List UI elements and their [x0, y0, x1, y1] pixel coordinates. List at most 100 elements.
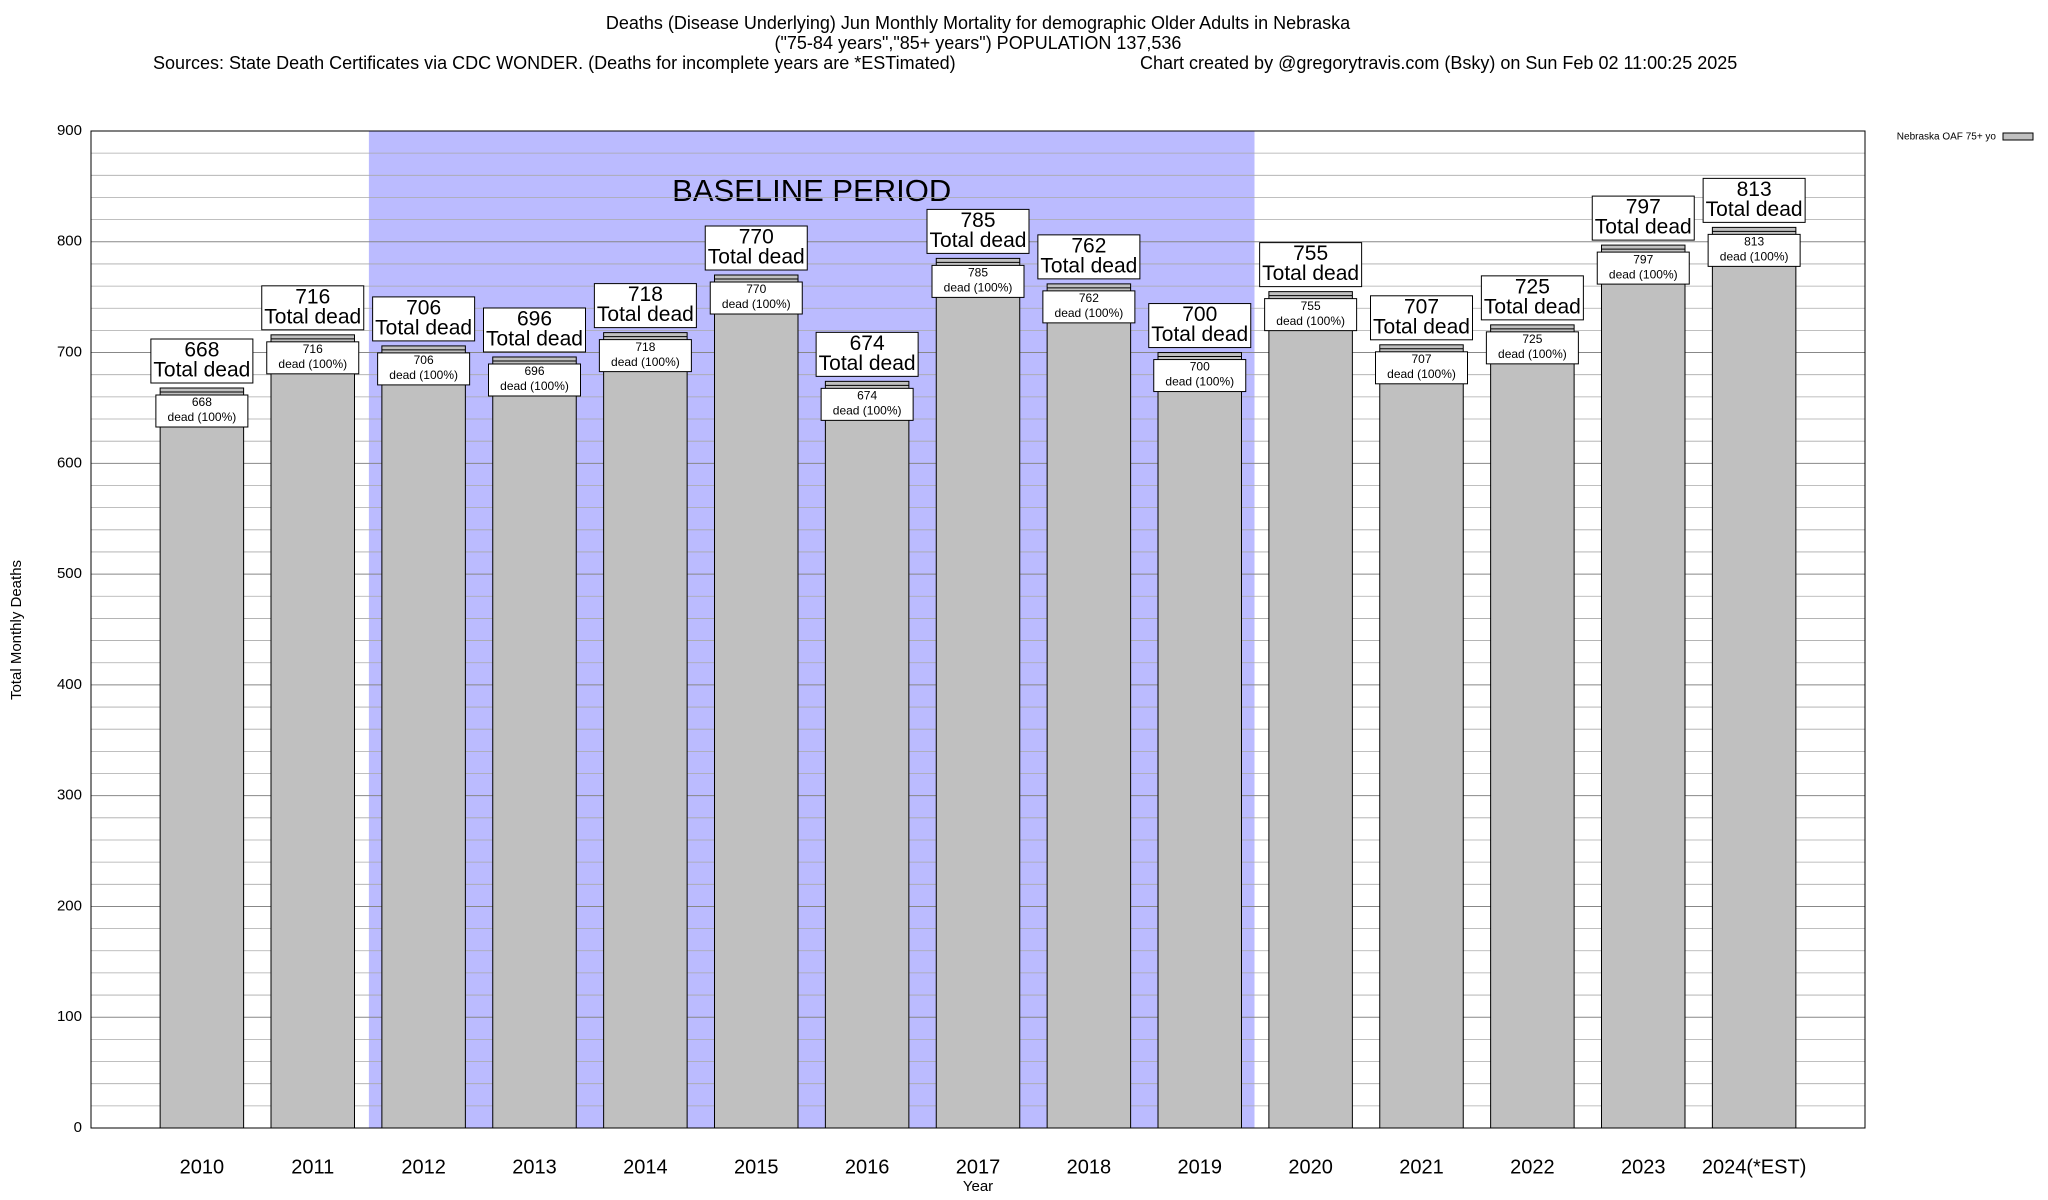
- x-tick-label: 2014: [623, 1156, 668, 1178]
- bar: [1490, 324, 1575, 1129]
- segment-label-box: [1485, 331, 1579, 365]
- total-value-label: 785: [960, 209, 995, 232]
- segment-label-box: [1153, 359, 1247, 393]
- total-label: Total dead: [264, 305, 361, 328]
- segment-value-label: 707: [1411, 352, 1431, 366]
- bar: [824, 380, 910, 1129]
- segment-value-label: 725: [1522, 332, 1542, 346]
- total-label-box: [593, 283, 697, 329]
- total-value-label: 716: [295, 285, 330, 308]
- bar: [159, 387, 245, 1129]
- total-label: Total dead: [1484, 295, 1581, 318]
- total-label: Total dead: [1262, 262, 1359, 285]
- x-tick-label: 2015: [734, 1156, 779, 1178]
- total-label-box: [150, 338, 254, 384]
- total-label: Total dead: [1151, 323, 1248, 346]
- total-label: Total dead: [819, 352, 916, 375]
- total-label-box: [483, 307, 586, 353]
- total-label-box: [1370, 295, 1473, 341]
- total-label: Total dead: [930, 229, 1027, 252]
- bar: [603, 332, 688, 1129]
- total-label-box: [926, 208, 1030, 254]
- segment-label-box: [377, 352, 471, 386]
- total-label-box: [1480, 275, 1584, 321]
- total-label-box: [1037, 234, 1141, 280]
- segment-label-box: [598, 339, 692, 373]
- x-tick-label: 2023: [1621, 1156, 1666, 1178]
- x-tick-label: 2018: [1067, 1156, 1112, 1178]
- bar: [1379, 344, 1464, 1129]
- x-tick-label: 2021: [1399, 1156, 1444, 1178]
- bar: [1601, 244, 1686, 1129]
- total-label-box: [1591, 195, 1695, 241]
- total-label: Total dead: [1373, 315, 1470, 338]
- bar: [935, 257, 1021, 1129]
- total-label-box: [704, 225, 808, 271]
- total-value-label: 700: [1182, 303, 1217, 326]
- segment-label: dead (100%): [1276, 314, 1345, 328]
- segment-label: dead (100%): [1055, 306, 1124, 320]
- x-tick-label: 2016: [845, 1156, 890, 1178]
- chart-subtitle: ("75-84 years","85+ years") POPULATION 1…: [775, 33, 1182, 53]
- segment-value-label: 706: [414, 353, 434, 367]
- segment-label: dead (100%): [1609, 267, 1678, 281]
- y-tick-label: 600: [57, 454, 82, 471]
- total-value-label: 696: [517, 308, 552, 331]
- segment-label: dead (100%): [389, 368, 458, 382]
- total-label: Total dead: [486, 328, 583, 351]
- y-tick-label: 0: [74, 1119, 82, 1136]
- x-tick-label: 2011: [291, 1156, 334, 1178]
- bar: [270, 334, 355, 1129]
- segment-value-label: 696: [524, 364, 544, 378]
- total-label: Total dead: [1706, 198, 1803, 221]
- total-value-label: 770: [739, 226, 774, 249]
- legend-label: Nebraska OAF 75+ yo: [1897, 132, 1997, 143]
- y-tick-label: 900: [57, 122, 82, 139]
- segment-label-box: [1596, 251, 1690, 285]
- segment-label: dead (100%): [168, 410, 237, 424]
- segment-value-label: 668: [192, 395, 212, 409]
- segment-label-box: [820, 387, 914, 421]
- total-value-label: 755: [1293, 242, 1328, 265]
- segment-value-label: 700: [1190, 360, 1210, 374]
- segment-label-box: [1375, 351, 1468, 385]
- total-value-label: 674: [850, 332, 885, 355]
- segment-label: dead (100%): [1498, 347, 1567, 361]
- segment-label: dead (100%): [944, 281, 1013, 295]
- x-tick-label: 2024(*EST): [1702, 1156, 1807, 1178]
- segment-label-box: [1707, 233, 1801, 267]
- total-value-label: 668: [184, 339, 219, 362]
- bar: [1268, 291, 1353, 1129]
- total-label-box: [1702, 177, 1806, 223]
- segment-label: dead (100%): [833, 404, 902, 418]
- credit: Chart created by @gregorytravis.com (Bsk…: [1140, 53, 1737, 73]
- segment-value-label: 716: [303, 342, 323, 356]
- total-value-label: 813: [1737, 178, 1772, 201]
- bar: [1711, 226, 1797, 1129]
- baseline-label: BASELINE PERIOD: [672, 173, 951, 208]
- y-tick-label: 500: [57, 565, 82, 582]
- segment-value-label: 770: [746, 282, 766, 296]
- y-tick-label: 400: [57, 676, 82, 693]
- bar: [1046, 283, 1132, 1129]
- bar: [1157, 352, 1242, 1129]
- segment-value-label: 797: [1633, 252, 1653, 266]
- total-label-box: [372, 296, 476, 342]
- total-value-label: 725: [1515, 275, 1550, 298]
- total-label-box: [1148, 303, 1252, 349]
- total-label: Total dead: [153, 359, 250, 382]
- total-label: Total dead: [375, 316, 472, 339]
- segment-label: dead (100%): [722, 297, 791, 311]
- x-tick-label: 2012: [401, 1156, 446, 1178]
- bar: [381, 345, 466, 1129]
- total-label-box: [261, 285, 365, 331]
- segment-label: dead (100%): [278, 357, 347, 371]
- total-label-box: [815, 331, 919, 377]
- total-label: Total dead: [597, 303, 694, 326]
- segment-label-box: [266, 341, 360, 375]
- total-value-label: 718: [628, 283, 663, 306]
- total-label: Total dead: [1040, 254, 1137, 277]
- sources: Sources: State Death Certificates via CD…: [153, 53, 956, 73]
